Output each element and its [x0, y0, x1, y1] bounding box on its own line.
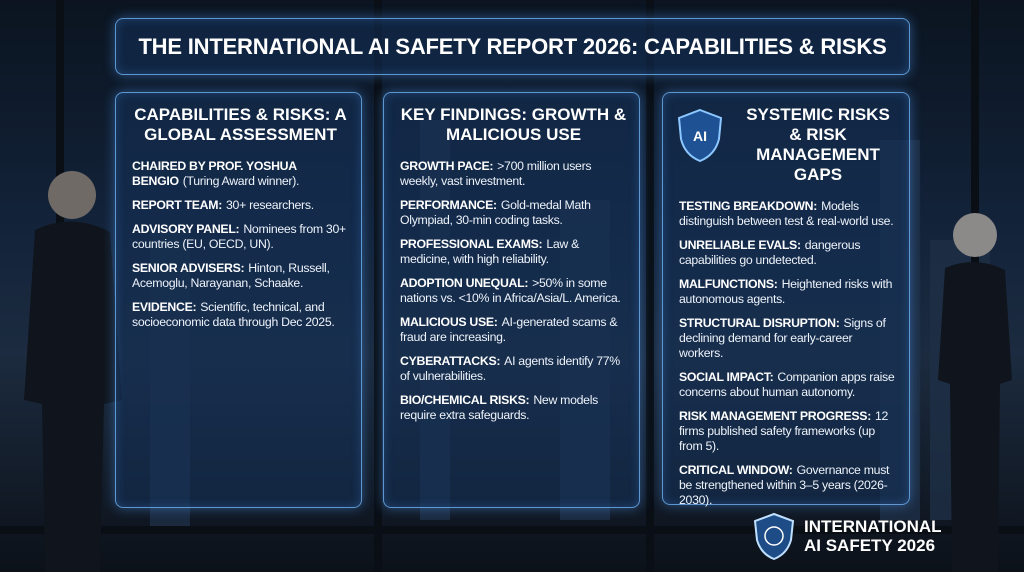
finding-label: UNRELIABLE EVALS: — [679, 238, 801, 252]
finding: BIO/CHEMICAL RISKS: New models require ex… — [400, 393, 627, 423]
finding-text: Hinton, Russell, Acemoglu, Narayanan, Sc… — [132, 261, 330, 290]
finding-label: BIO/CHEMICAL RISKS: — [400, 393, 530, 407]
panel: CAPABILITIES & RISKS: A GLOBAL ASSESSMEN… — [115, 92, 362, 508]
finding-text: Models distinguish between test & real-w… — [679, 199, 894, 228]
finding: PERFORMANCE: Gold-medal Math Olympiad, 30… — [400, 198, 627, 228]
finding: EVIDENCE: Scientific, technical, and soci… — [132, 300, 349, 330]
finding-text: Governance must be strengthened within 3… — [679, 463, 890, 507]
panel-heading: SYSTEMIC RISKS & RISK MANAGEMENT GAPS — [746, 105, 890, 184]
logo-line: INTERNATIONAL — [804, 517, 942, 536]
finding: MALICIOUS USE: AI-generated scams & fraud… — [400, 315, 627, 345]
finding: SENIOR ADVISERS: Hinton, Russell, Acemogl… — [132, 261, 349, 291]
finding: TESTING BREAKDOWN: Models distinguish bet… — [679, 199, 897, 229]
finding: ADOPTION UNEQUAL: >50% in some nations vs… — [400, 276, 627, 306]
logo-line: AI SAFETY 2026 — [804, 536, 936, 555]
finding: REPORT TEAM: 30+ researchers. — [132, 198, 349, 213]
finding-label: SENIOR ADVISERS: — [132, 261, 245, 275]
finding-text: Companion apps raise concerns about huma… — [679, 370, 895, 399]
finding-label: CHAIRED BY PROF. YOSHUA BENGIO — [132, 159, 297, 188]
finding-text: Law & medicine, with high reliability. — [400, 237, 580, 266]
finding-text: 12 firms published safety frameworks (up… — [679, 409, 889, 453]
finding-text: dangerous capabilities go undetected. — [679, 238, 861, 267]
finding-label: GROWTH PACE: — [400, 159, 494, 173]
finding-text: Signs of declining demand for early-care… — [679, 316, 886, 360]
finding-text: Heightened risks with autonomous agents. — [679, 277, 893, 306]
shield-label: AI — [693, 128, 707, 144]
shield-icon: AI — [677, 108, 723, 163]
finding: UNRELIABLE EVALS: dangerous capabilities … — [679, 238, 897, 268]
finding-label: EVIDENCE: — [132, 300, 197, 314]
finding-text: Nominees from 30+ countries (EU, OECD, U… — [132, 222, 346, 251]
title: THE INTERNATIONAL AI SAFETY REPORT 2026:… — [115, 18, 910, 75]
finding-label: TESTING BREAKDOWN: — [679, 199, 818, 213]
finding: STRUCTURAL DISRUPTION: Signs of declining… — [679, 316, 897, 361]
finding-label: MALFUNCTIONS: — [679, 277, 778, 291]
finding-label: ADVISORY PANEL: — [132, 222, 240, 236]
finding-text: AI-generated scams & fraud are increasin… — [400, 315, 618, 344]
finding: PROFESSIONAL EXAMS: Law & medicine, with … — [400, 237, 627, 267]
finding-label: PROFESSIONAL EXAMS: — [400, 237, 543, 251]
finding: SOCIAL IMPACT: Companion apps raise conce… — [679, 370, 897, 400]
finding-text: (Turing Award winner). — [182, 174, 300, 188]
panel-heading: CAPABILITIES & RISKS: A GLOBAL ASSESSMEN… — [134, 105, 347, 144]
finding: CRITICAL WINDOW: Governance must be stren… — [679, 463, 897, 508]
finding-text: 30+ researchers. — [226, 198, 314, 212]
panel: AI SYSTEMIC RISKS & RISK MANAGEMENT GAPS… — [662, 92, 910, 508]
finding: GROWTH PACE: >700 million users weekly, v… — [400, 159, 627, 189]
finding-label: PERFORMANCE: — [400, 198, 497, 212]
finding-label: SOCIAL IMPACT: — [679, 370, 774, 384]
finding-label: REPORT TEAM: — [132, 198, 222, 212]
finding-text: AI agents identify 77% of vulnerabilitie… — [400, 354, 620, 383]
finding-label: ADOPTION UNEQUAL: — [400, 276, 529, 290]
finding: ADVISORY PANEL: Nominees from 30+ countri… — [132, 222, 349, 252]
finding-text: >700 million users weekly, vast investme… — [400, 159, 592, 188]
finding-label: CYBERATTACKS: — [400, 354, 501, 368]
finding-text: New models require extra safeguards. — [400, 393, 599, 422]
finding: CYBERATTACKS: AI agents identify 77% of v… — [400, 354, 627, 384]
finding-text: >50% in some nations vs. <10% in Africa/… — [400, 276, 621, 305]
logo-shield — [753, 512, 795, 560]
finding: CHAIRED BY PROF. YOSHUA BENGIO (Turing Aw… — [132, 159, 349, 189]
finding: RISK MANAGEMENT PROGRESS: 12 firms publis… — [679, 409, 897, 454]
finding-label: RISK MANAGEMENT PROGRESS: — [679, 409, 871, 423]
finding-text: Gold-medal Math Olympiad, 30-min coding … — [400, 198, 591, 227]
finding-label: STRUCTURAL DISRUPTION: — [679, 316, 840, 330]
logo: INTERNATIONAL AI SAFETY 2026 — [752, 512, 942, 560]
panel: KEY FINDINGS: GROWTH & MALICIOUS USE GROW… — [383, 92, 640, 508]
finding-label: CRITICAL WINDOW: — [679, 463, 793, 477]
panel-heading: KEY FINDINGS: GROWTH & MALICIOUS USE — [400, 105, 627, 144]
finding-text: Scientific, technical, and socioeconomic… — [132, 300, 335, 329]
finding-label: MALICIOUS USE: — [400, 315, 498, 329]
finding: MALFUNCTIONS: Heightened risks with auton… — [679, 277, 897, 307]
